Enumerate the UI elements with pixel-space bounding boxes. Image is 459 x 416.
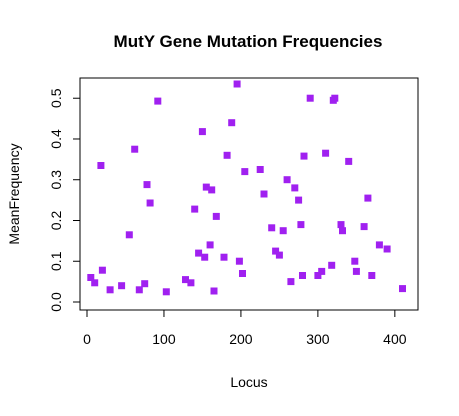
- x-tick-label: 400: [383, 331, 407, 347]
- x-axis-label: Locus: [230, 374, 267, 390]
- data-point: [228, 119, 236, 127]
- data-point: [191, 205, 199, 213]
- y-tick-label: 0.2: [48, 211, 64, 231]
- data-point: [141, 280, 149, 288]
- y-tick-label: 0.0: [48, 292, 64, 312]
- y-tick-label: 0.5: [48, 88, 64, 108]
- data-point: [383, 245, 391, 253]
- data-point: [291, 184, 299, 192]
- y-axis-label: MeanFrequency: [6, 143, 22, 244]
- data-point: [299, 272, 306, 279]
- data-point: [295, 196, 303, 204]
- data-point: [106, 286, 114, 294]
- data-point: [212, 212, 220, 220]
- data-point: [279, 227, 287, 235]
- data-point: [210, 287, 218, 295]
- data-point: [268, 224, 276, 232]
- data-point: [97, 162, 105, 169]
- x-axis: 0 100 200 300 400: [83, 309, 407, 347]
- data-point: [208, 186, 216, 194]
- data-point: [233, 80, 241, 88]
- x-tick-label: 300: [306, 331, 330, 347]
- data-point: [297, 221, 305, 229]
- chart-title: MutY Gene Mutation Frequencies: [114, 32, 383, 51]
- data-point: [118, 282, 126, 290]
- data-point: [87, 274, 95, 281]
- data-point: [182, 276, 189, 284]
- y-tick-label: 0.4: [48, 129, 64, 149]
- data-point: [135, 286, 143, 294]
- data-point: [256, 166, 264, 173]
- data-point: [241, 168, 249, 176]
- data-point: [91, 279, 99, 287]
- data-point: [322, 149, 330, 157]
- data-point: [235, 257, 243, 265]
- x-tick-label: 0: [83, 331, 91, 347]
- data-point: [239, 270, 246, 277]
- data-point: [339, 227, 346, 235]
- data-point: [360, 223, 368, 231]
- data-point: [98, 266, 106, 274]
- data-point: [131, 145, 139, 153]
- data-point: [154, 97, 162, 105]
- data-point: [328, 261, 336, 269]
- data-point: [300, 152, 308, 160]
- data-point: [345, 157, 353, 165]
- data-points: [87, 80, 406, 296]
- data-point: [306, 94, 314, 102]
- data-point: [375, 241, 383, 249]
- data-point: [318, 267, 326, 275]
- data-point: [283, 176, 291, 184]
- data-point: [368, 272, 376, 279]
- y-tick-label: 0.1: [48, 251, 64, 271]
- data-point: [314, 272, 322, 279]
- data-point: [143, 181, 151, 189]
- data-point: [275, 251, 283, 259]
- data-point: [337, 221, 345, 229]
- data-point: [195, 249, 203, 257]
- data-point: [287, 278, 295, 286]
- y-axis: 0.0 0.1 0.2 0.3 0.4 0.5: [48, 88, 81, 312]
- plot-area-frame: [79, 77, 419, 311]
- data-point: [162, 288, 170, 296]
- data-point: [364, 194, 372, 202]
- data-point: [223, 151, 231, 159]
- data-point: [399, 285, 406, 293]
- data-point: [206, 241, 214, 249]
- data-point: [201, 253, 209, 261]
- y-tick-label: 0.3: [48, 170, 64, 190]
- data-point: [351, 257, 359, 265]
- data-point: [202, 183, 210, 191]
- data-point: [187, 279, 195, 287]
- data-point: [220, 253, 228, 261]
- x-tick-label: 200: [229, 331, 253, 347]
- data-point: [331, 94, 339, 102]
- data-point: [352, 267, 360, 275]
- data-point: [272, 247, 280, 255]
- data-point: [260, 190, 268, 198]
- data-point: [198, 128, 206, 136]
- x-tick-label: 100: [152, 331, 176, 347]
- data-point: [125, 231, 133, 239]
- data-point: [146, 199, 154, 207]
